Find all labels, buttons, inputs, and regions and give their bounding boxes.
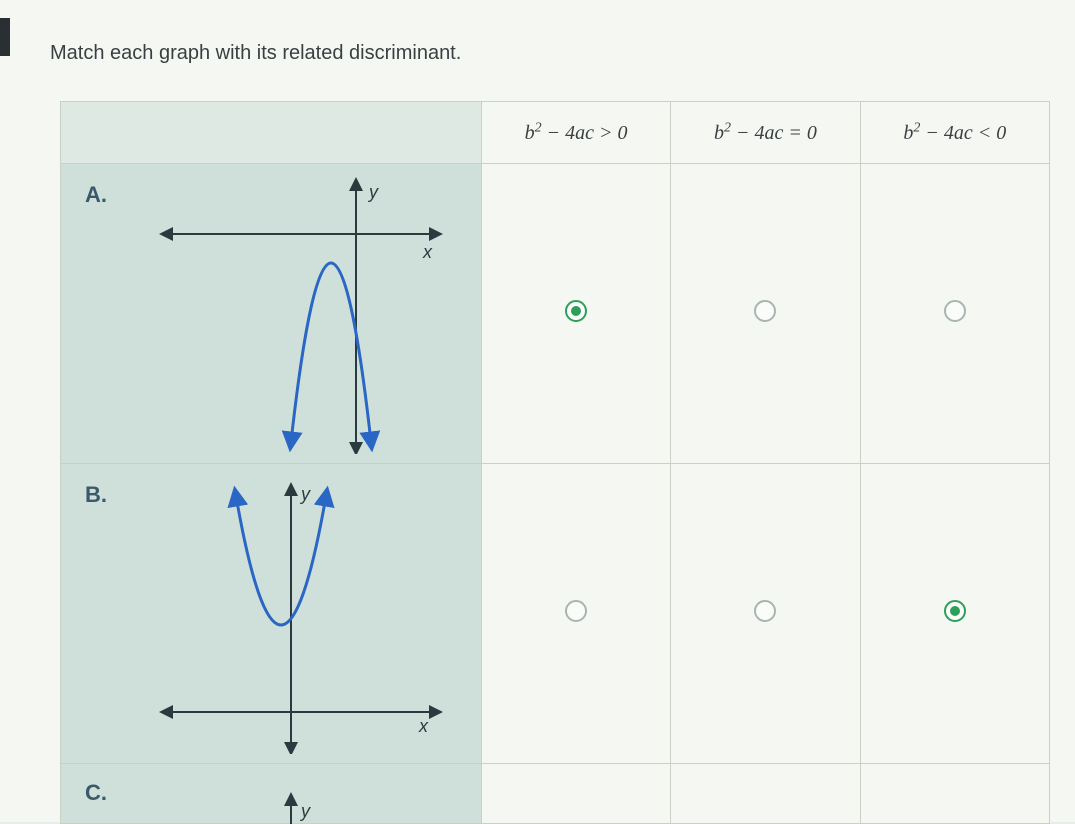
radio-cell-c-eq0[interactable] [671,764,860,824]
math-expr: b2 − 4ac < 0 [903,122,1006,144]
radio-cell-a-gt0[interactable] [481,164,670,464]
instruction-text: Match each graph with its related discri… [50,20,1045,65]
parabola-curve [236,496,326,625]
parabola-curve [291,263,371,442]
radio-cell-b-eq0[interactable] [671,464,860,764]
radio-cell-a-eq0[interactable] [671,164,860,464]
radio-cell-c-lt0[interactable] [860,764,1049,824]
radio-b-eq0[interactable] [754,600,776,622]
header-lt0: b2 − 4ac < 0 [860,102,1049,164]
table-row: B. y [61,464,1050,764]
graph-cell-c: C. y [61,764,482,824]
row-label-c: C. [85,780,107,806]
x-axis-label: x [422,242,433,262]
row-label-a: A. [85,182,107,208]
radio-a-lt0[interactable] [944,300,966,322]
header-gt0: b2 − 4ac > 0 [481,102,670,164]
math-expr: b2 − 4ac > 0 [525,122,628,144]
graph-c-svg: y [151,769,451,824]
radio-cell-c-gt0[interactable] [481,764,670,824]
x-axis-label: x [418,716,429,736]
y-axis-label: y [299,801,311,821]
table-row: C. y [61,764,1050,824]
math-expr: b2 − 4ac = 0 [714,122,817,144]
graph-cell-b: B. y [61,464,482,764]
radio-cell-a-lt0[interactable] [860,164,1049,464]
question-page: Match each graph with its related discri… [0,0,1075,822]
table-row: A. y [61,164,1050,464]
radio-cell-b-gt0[interactable] [481,464,670,764]
row-label-b: B. [85,482,107,508]
header-eq0: b2 − 4ac = 0 [671,102,860,164]
radio-a-eq0[interactable] [754,300,776,322]
radio-a-gt0[interactable] [565,300,587,322]
graph-cell-a: A. y [61,164,482,464]
radio-cell-b-lt0[interactable] [860,464,1049,764]
radio-b-lt0[interactable] [944,600,966,622]
y-axis-label: y [367,182,379,202]
header-graph-col [61,102,482,164]
graph-a-svg: y x [151,174,451,454]
y-axis-label: y [299,484,311,504]
graph-b-svg: y x [151,474,451,754]
matching-table: b2 − 4ac > 0 b2 − 4ac = 0 b2 − 4ac < 0 A… [60,101,1050,824]
question-number-tab [0,18,10,56]
radio-b-gt0[interactable] [565,600,587,622]
